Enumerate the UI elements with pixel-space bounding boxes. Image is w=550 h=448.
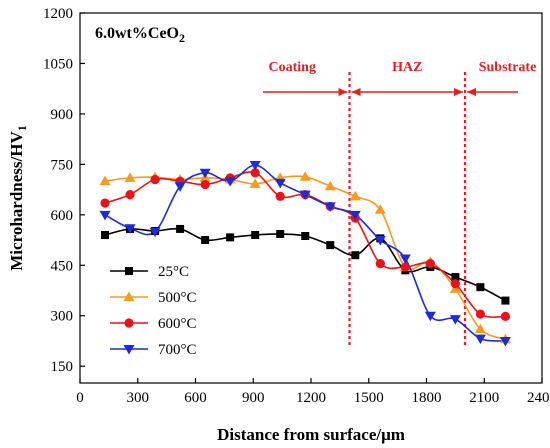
data-point [275,191,285,201]
x-tick-label: 600 [184,390,207,406]
panel-title-subscript: 2 [179,31,185,45]
data-point [149,227,161,238]
data-point [476,283,485,292]
data-point [474,323,486,334]
data-point [400,262,410,272]
data-point [200,179,210,190]
data-point [349,210,361,221]
x-tick-label: 2400 [527,390,550,406]
x-tick-label: 0 [76,390,84,406]
data-point [474,334,486,345]
coating-label: Coating [269,60,316,75]
data-point [124,224,136,234]
legend-marker [124,318,134,328]
y-axis-title: Microhardness/HV1 [7,125,29,270]
legend-label: 700°C [158,342,197,358]
x-tick-label: 1200 [296,390,326,406]
data-point [326,241,335,250]
legend-marker [123,345,135,355]
y-tick-label: 1050 [43,56,73,72]
data-point [150,174,160,185]
y-axis-ticks: 150 300 450 600 750 900 1050 1200 [43,6,85,375]
data-point [500,311,511,321]
data-point [176,224,185,233]
legend-label: 25°C [158,264,189,280]
data-point [199,168,211,179]
data-point [374,236,386,246]
y-tick-label: 600 [51,208,74,224]
data-point [274,178,286,189]
y-tick-label: 150 [51,359,74,375]
data-point [351,251,360,260]
data-point [250,168,260,178]
series-line-1 [104,175,506,341]
data-point [124,172,136,182]
data-point [501,296,510,305]
data-point [450,279,460,289]
x-tick-label: 900 [242,390,265,406]
region-arrow-head [338,88,348,96]
data-point [324,202,336,212]
legend-label: 500°C [158,290,197,306]
legend-marker [125,267,133,275]
y-tick-label: 450 [51,258,74,274]
data-point [100,198,110,208]
x-axis-title: Distance from surface/μm [217,425,405,444]
region-arrow-head [467,88,476,96]
x-axis-ticks: 0 300 600 900 1200 1500 1800 2100 2400 [76,378,550,406]
data-point [174,182,186,192]
data-point [249,161,261,171]
data-point [226,233,235,242]
data-point [451,273,460,282]
data-point [101,231,110,239]
data-point [99,175,111,186]
substrate-label: Substrate [479,60,537,75]
y-tick-label: 1200 [43,6,73,22]
data-point [375,258,385,269]
legend-label: 600°C [158,316,197,332]
y-axis-title-subscript: 1 [15,125,29,131]
legend: 25°C 500°C 600°C 700°C [110,264,197,358]
x-tick-label: 300 [127,390,150,406]
data-point [299,190,311,201]
data-point [224,177,236,187]
data-point [475,309,485,319]
data-point [299,171,311,181]
data-point [99,210,111,221]
data-point [251,231,260,239]
data-point [374,204,386,214]
data-point [425,258,435,269]
haz-label: HAZ [392,60,422,75]
data-point [249,178,261,188]
series-markers [99,161,511,347]
panel-title: 6.0wt%CeO2 [95,25,185,45]
data-point [449,315,461,325]
y-tick-label: 900 [51,107,74,123]
data-point [399,254,411,265]
data-point [125,190,135,200]
region-arrow-head [454,88,463,96]
x-tick-label: 1800 [412,390,442,406]
data-point [499,336,511,347]
legend-marker [123,291,135,301]
region-annotations: Coating HAZ Substrate [263,60,536,345]
y-tick-label: 300 [51,309,74,325]
x-tick-label: 2100 [469,390,499,406]
data-point [201,236,210,245]
region-arrow-head [351,88,361,96]
data-point [349,190,361,201]
x-tick-label: 1500 [354,390,384,406]
y-tick-label: 750 [51,157,74,173]
data-point [324,180,336,191]
data-point [276,229,285,238]
data-point [424,311,436,322]
data-point [301,232,310,241]
